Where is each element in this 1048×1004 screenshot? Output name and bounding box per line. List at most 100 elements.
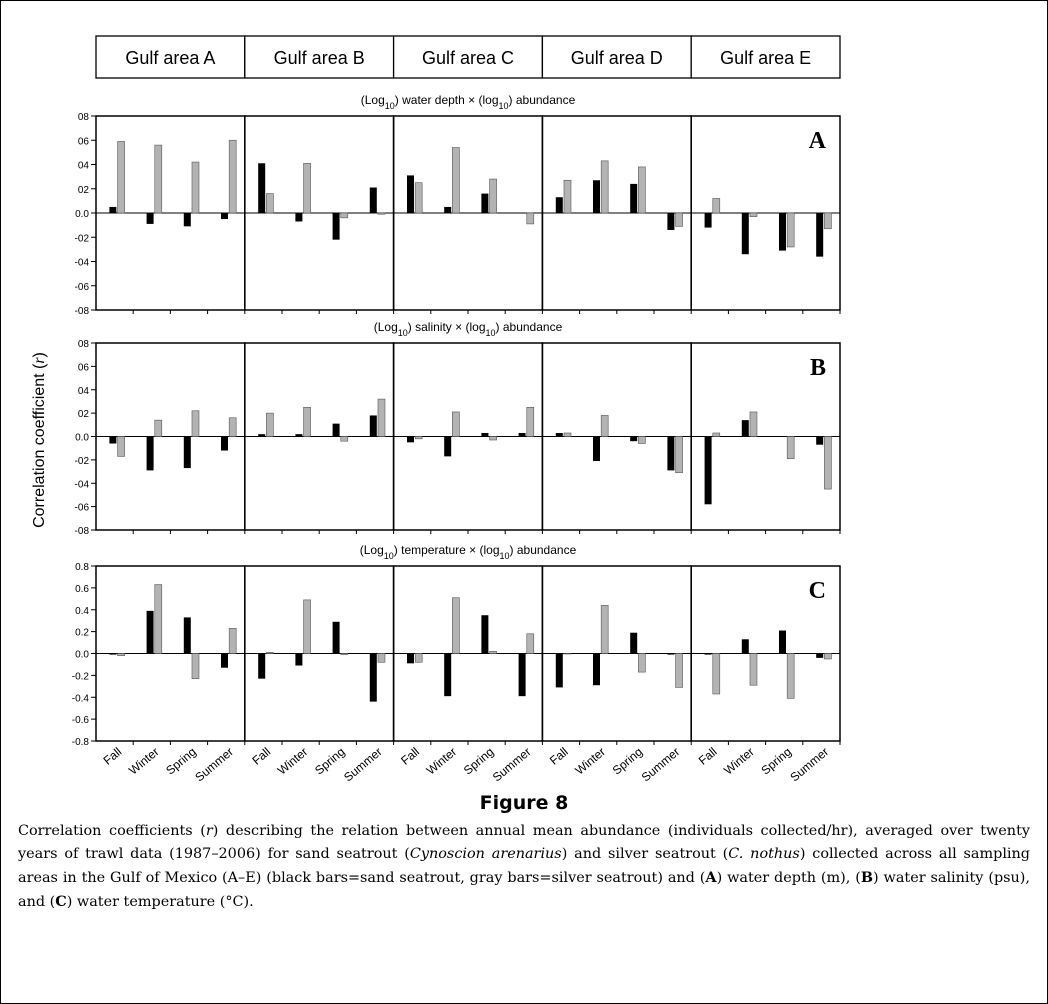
bar-silver-seatrout — [638, 653, 646, 673]
area-header-label: Gulf area B — [274, 48, 365, 68]
caption-text: r — [205, 823, 213, 839]
bar-silver-seatrout — [675, 212, 683, 227]
bar-sand-seatrout — [741, 639, 749, 654]
caption-text: ) water salinity (psu), and ( — [18, 870, 1030, 910]
y-tick-label: 0.0 — [75, 650, 89, 661]
caption-text: ) and silver seatrout ( — [561, 846, 729, 862]
x-tick-label-season: Summer — [192, 745, 236, 785]
bar-sand-seatrout — [481, 432, 489, 437]
caption-text: ) water temperature (°C). — [66, 894, 254, 910]
x-tick-label-season: Summer — [341, 745, 385, 785]
y-tick-label: -08 — [75, 526, 90, 537]
y-tick-label: -02 — [75, 456, 90, 467]
y-tick-label: -0.4 — [72, 693, 90, 704]
bar-silver-seatrout — [191, 653, 200, 679]
chart: Gulf area A Gulf area B Gulf area C Gulf ar… — [31, 35, 841, 785]
y-tick-label: -0.2 — [72, 671, 90, 682]
bar-silver-seatrout — [712, 653, 721, 695]
bar-silver-seatrout — [117, 141, 125, 214]
bar-silver-seatrout — [117, 653, 125, 656]
x-tick-label-season: Fall — [101, 745, 125, 768]
area-header-label: Gulf area E — [720, 48, 811, 68]
bar-silver-seatrout — [786, 653, 795, 699]
figure-caption: Correlation coefficients (r) describing … — [18, 820, 1030, 914]
bar-silver-seatrout — [452, 147, 460, 214]
area-header-cell — [541, 35, 692, 79]
bar-silver-seatrout — [154, 419, 163, 437]
y-tick-label: 04 — [78, 161, 90, 172]
bar-sand-seatrout — [109, 653, 117, 655]
bar-sand-seatrout — [481, 615, 489, 654]
bar-sand-seatrout — [406, 436, 414, 443]
bar-silver-seatrout — [452, 597, 460, 654]
x-tick-label-season: Summer — [787, 745, 831, 785]
y-tick-label: -0.8 — [72, 737, 90, 748]
bar-silver-seatrout — [489, 178, 497, 214]
bar-silver-seatrout — [303, 162, 311, 214]
bar-sand-seatrout — [816, 653, 824, 658]
bar-sand-seatrout — [146, 610, 154, 654]
figure-title: Figure 8 — [479, 792, 569, 814]
bar-sand-seatrout — [555, 653, 563, 688]
bar-sand-seatrout — [183, 213, 191, 227]
bar-silver-seatrout — [340, 436, 349, 442]
bar-silver-seatrout — [675, 653, 683, 688]
panel-letter: B — [810, 355, 826, 381]
bar-silver-seatrout — [266, 193, 274, 214]
area-header-label: Gulf area C — [422, 48, 514, 68]
y-tick-label: 08 — [78, 339, 90, 350]
bar-sand-seatrout — [555, 432, 563, 437]
area-header-cell — [95, 35, 246, 79]
caption-text: Cynoscion arenarius — [409, 846, 562, 862]
bar-silver-seatrout — [675, 436, 683, 474]
panel-title: (Log10) salinity × (log10) abundance — [374, 320, 563, 338]
bar-silver-seatrout — [154, 144, 163, 214]
bar-sand-seatrout — [183, 617, 191, 654]
bar-silver-seatrout — [228, 628, 237, 654]
bar-sand-seatrout — [220, 653, 228, 668]
bar-silver-seatrout — [786, 212, 795, 248]
caption-text: C — [55, 893, 67, 910]
bar-silver-seatrout — [340, 212, 349, 219]
bar-silver-seatrout — [377, 212, 386, 215]
bar-silver-seatrout — [414, 436, 423, 440]
bar-sand-seatrout — [518, 213, 526, 214]
y-tick-label: 0.6 — [75, 584, 89, 595]
x-tick-label-season: Winter — [126, 745, 162, 778]
bar-sand-seatrout — [778, 630, 786, 654]
caption-text: B — [860, 869, 874, 886]
bar-sand-seatrout — [295, 213, 303, 222]
bar-sand-seatrout — [406, 175, 414, 213]
x-tick-label-season: Fall — [398, 745, 422, 768]
bar-sand-seatrout — [444, 206, 452, 213]
bar-sand-seatrout — [481, 193, 489, 213]
y-tick-label: 06 — [78, 136, 90, 147]
subplot-frame — [690, 565, 841, 742]
bar-sand-seatrout — [518, 432, 526, 437]
bar-silver-seatrout — [712, 432, 721, 437]
area-header-cell — [690, 35, 841, 79]
bar-sand-seatrout — [704, 213, 712, 228]
bar-silver-seatrout — [228, 417, 237, 437]
bar-silver-seatrout — [340, 653, 349, 655]
bar-silver-seatrout — [117, 436, 125, 457]
bar-sand-seatrout — [667, 653, 675, 655]
y-tick-label: -06 — [75, 503, 90, 514]
bar-silver-seatrout — [191, 161, 200, 214]
x-tick-label-season: Winter — [275, 745, 311, 778]
bar-silver-seatrout — [824, 212, 832, 230]
y-tick-label: 0.0 — [75, 209, 89, 220]
y-tick-label: -04 — [75, 258, 90, 269]
bar-silver-seatrout — [563, 432, 572, 437]
area-header-label: Gulf area D — [571, 48, 663, 68]
y-tick-label: -06 — [75, 282, 90, 293]
panel-letter: C — [809, 578, 826, 604]
bar-sand-seatrout — [592, 180, 600, 213]
bar-silver-seatrout — [824, 436, 832, 490]
y-axis-label: Correlation coefficient (r) — [31, 352, 48, 528]
caption-text: Correlation coefficients ( — [18, 823, 206, 839]
bar-silver-seatrout — [749, 653, 758, 686]
bar-silver-seatrout — [526, 633, 535, 654]
bar-silver-seatrout — [377, 398, 386, 437]
bar-sand-seatrout — [444, 653, 452, 697]
